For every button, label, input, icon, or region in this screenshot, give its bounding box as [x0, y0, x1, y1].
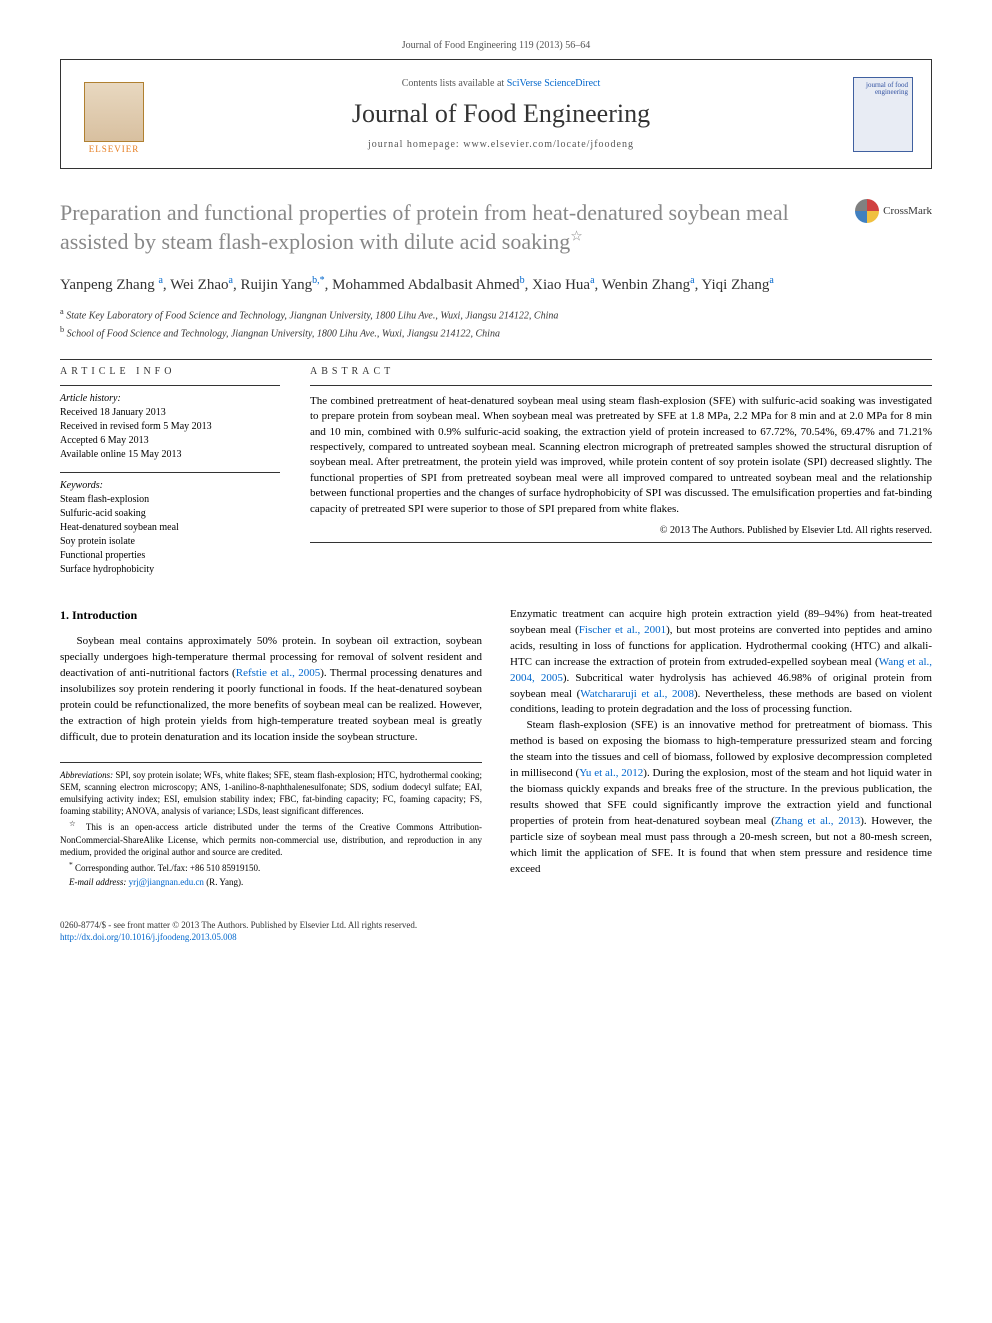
body-paragraph: Enzymatic treatment can acquire high pro… — [510, 607, 932, 719]
history-accepted: Accepted 6 May 2013 — [60, 434, 280, 448]
title-footnote-star: ☆ — [570, 229, 583, 244]
history-label: Article history: — [60, 392, 280, 406]
journal-reference: Journal of Food Engineering 119 (2013) 5… — [60, 40, 932, 51]
keyword-item: Soy protein isolate — [60, 535, 280, 549]
elsevier-label: ELSEVIER — [89, 144, 140, 154]
footnotes-block: Abbreviations: SPI, soy protein isolate;… — [60, 762, 482, 888]
journal-homepage-line: journal homepage: www.elsevier.com/locat… — [149, 139, 853, 150]
abstract-heading: ABSTRACT — [310, 366, 932, 377]
keyword-item: Surface hydrophobicity — [60, 563, 280, 577]
homepage-prefix: journal homepage: — [368, 139, 463, 150]
title-text: Preparation and functional properties of… — [60, 200, 789, 254]
body-column-left: 1. Introduction Soybean meal contains ap… — [60, 607, 482, 890]
homepage-url[interactable]: www.elsevier.com/locate/jfoodeng — [463, 139, 634, 150]
journal-cover-thumbnail[interactable]: journal of food engineering — [853, 77, 913, 152]
history-received: Received 18 January 2013 — [60, 406, 280, 420]
keyword-item: Sulfuric-acid soaking — [60, 507, 280, 521]
star-icon: ☆ — [69, 819, 80, 828]
elsevier-tree-icon — [84, 82, 144, 142]
email-link[interactable]: yrj@jiangnan.edu.cn — [129, 877, 204, 887]
history-revised: Received in revised form 5 May 2013 — [60, 420, 280, 434]
authors-list: Yanpeng Zhang a, Wei Zhaoa, Ruijin Yangb… — [60, 274, 932, 296]
crossmark-icon — [855, 199, 879, 223]
footnote-corresponding: * Corresponding author. Tel./fax: +86 51… — [60, 860, 482, 874]
affiliations: a State Key Laboratory of Food Science a… — [60, 306, 932, 341]
keyword-item: Heat-denatured soybean meal — [60, 521, 280, 535]
footnote-open-access: ☆ This is an open-access article distrib… — [60, 819, 482, 857]
keyword-item: Steam flash-explosion — [60, 493, 280, 507]
article-info-column: ARTICLE INFO Article history: Received 1… — [60, 366, 280, 577]
abstract-copyright: © 2013 The Authors. Published by Elsevie… — [310, 525, 932, 536]
abstract-text: The combined pretreatment of heat-denatu… — [310, 394, 932, 517]
keywords-label: Keywords: — [60, 479, 280, 493]
footnote-abbreviations: Abbreviations: SPI, soy protein isolate;… — [60, 769, 482, 818]
footnote-email: E-mail address: yrj@jiangnan.edu.cn (R. … — [60, 876, 482, 888]
journal-name: Journal of Food Engineering — [149, 99, 853, 129]
page-footer: 0260-8774/$ - see front matter © 2013 Th… — [60, 920, 932, 943]
body-paragraph: Steam flash-explosion (SFE) is an innova… — [510, 718, 932, 877]
crossmark-label: CrossMark — [883, 205, 932, 217]
body-two-column: 1. Introduction Soybean meal contains ap… — [60, 607, 932, 890]
body-column-right: Enzymatic treatment can acquire high pro… — [510, 607, 932, 890]
elsevier-logo[interactable]: ELSEVIER — [79, 74, 149, 154]
keyword-item: Functional properties — [60, 549, 280, 563]
section-heading-intro: 1. Introduction — [60, 607, 482, 624]
article-info-heading: ARTICLE INFO — [60, 366, 280, 377]
sciencedirect-link[interactable]: SciVerse ScienceDirect — [507, 78, 601, 89]
asterisk-icon: * — [69, 860, 73, 869]
divider-top — [60, 359, 932, 360]
footer-front-matter: 0260-8774/$ - see front matter © 2013 Th… — [60, 920, 932, 932]
article-title: Preparation and functional properties of… — [60, 199, 835, 256]
doi-link[interactable]: http://dx.doi.org/10.1016/j.jfoodeng.201… — [60, 932, 237, 942]
history-online: Available online 15 May 2013 — [60, 448, 280, 462]
contents-available-line: Contents lists available at SciVerse Sci… — [149, 78, 853, 89]
crossmark-badge[interactable]: CrossMark — [855, 199, 932, 223]
journal-header: ELSEVIER Contents lists available at Sci… — [60, 59, 932, 169]
affiliation-b: b School of Food Science and Technology,… — [60, 324, 932, 341]
body-paragraph: Soybean meal contains approximately 50% … — [60, 634, 482, 746]
contents-prefix: Contents lists available at — [402, 78, 507, 89]
abstract-column: ABSTRACT The combined pretreatment of he… — [310, 366, 932, 577]
journal-cover-text: journal of food engineering — [858, 82, 908, 97]
affiliation-a: a State Key Laboratory of Food Science a… — [60, 306, 932, 323]
